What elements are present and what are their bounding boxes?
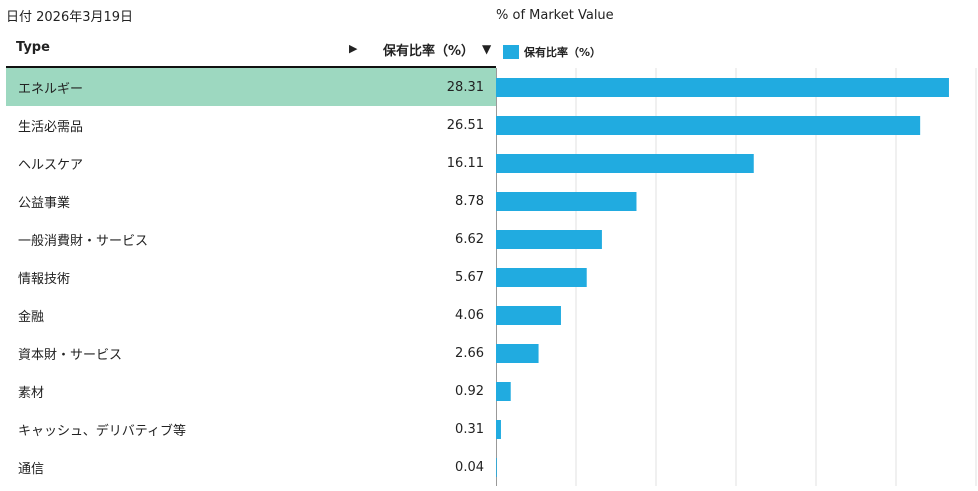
row-label: 素材: [18, 385, 45, 401]
row-value: 0.92: [455, 383, 484, 399]
row-label: キャッシュ、デリバティブ等: [18, 423, 186, 439]
table-row[interactable]: 一般消費財・サービス 6.62: [6, 220, 496, 258]
table-row[interactable]: 通信 0.04: [6, 448, 496, 486]
bar[interactable]: [496, 458, 497, 477]
row-label: 一般消費財・サービス: [18, 233, 149, 249]
row-label: 情報技術: [18, 271, 71, 287]
row-label: 公益事業: [18, 195, 71, 211]
row-value: 6.62: [455, 231, 484, 247]
row-label: エネルギー: [18, 81, 84, 97]
row-label: 通信: [18, 461, 45, 477]
legend-label: 保有比率（%）: [524, 46, 602, 59]
bar[interactable]: [496, 382, 511, 401]
expand-arrow-icon[interactable]: ▶: [349, 42, 358, 55]
row-label: 金融: [18, 309, 45, 325]
row-value: 2.66: [455, 345, 484, 361]
row-label: 生活必需品: [18, 119, 84, 135]
table-row[interactable]: キャッシュ、デリバティブ等 0.31: [6, 410, 496, 448]
row-value: 26.51: [446, 117, 484, 133]
bar[interactable]: [496, 420, 501, 439]
row-value: 5.67: [455, 269, 484, 285]
table-row[interactable]: 情報技術 5.67: [6, 258, 496, 296]
bar[interactable]: [496, 154, 754, 173]
row-label: 資本財・サービス: [18, 347, 123, 363]
row-value: 16.11: [446, 155, 484, 171]
bar[interactable]: [496, 306, 561, 325]
legend: 保有比率（%）: [503, 44, 601, 60]
table-row[interactable]: 素材 0.92: [6, 372, 496, 410]
table-row[interactable]: 資本財・サービス 2.66: [6, 334, 496, 372]
row-value: 0.31: [455, 421, 484, 437]
table-row[interactable]: 生活必需品 26.51: [6, 106, 496, 144]
bar[interactable]: [496, 192, 637, 211]
column-header-type[interactable]: Type: [16, 40, 50, 55]
bar[interactable]: [496, 230, 602, 249]
bar[interactable]: [496, 116, 921, 135]
row-label: ヘルスケア: [18, 157, 84, 173]
table-row[interactable]: 公益事業 8.78: [6, 182, 496, 220]
bar[interactable]: [496, 78, 949, 97]
row-value: 8.78: [455, 193, 484, 209]
row-value: 0.04: [455, 459, 484, 475]
table-row[interactable]: ヘルスケア 16.11: [6, 144, 496, 182]
bar[interactable]: [496, 344, 539, 363]
bar-chart: [496, 68, 977, 486]
table-row[interactable]: エネルギー 28.31: [6, 68, 496, 106]
row-value: 4.06: [455, 307, 484, 323]
bar[interactable]: [496, 268, 587, 287]
table-body: エネルギー 28.31 生活必需品 26.51 ヘルスケア 16.11 公益事業 8.78 一般…: [6, 68, 496, 486]
legend-swatch: [503, 45, 519, 59]
chart-title: % of Market Value: [496, 8, 614, 23]
header-divider: [6, 66, 496, 68]
column-header-value[interactable]: 保有比率（%）: [383, 44, 475, 59]
sort-desc-icon[interactable]: ▼: [482, 42, 492, 56]
row-value: 28.31: [446, 79, 484, 95]
table-row[interactable]: 金融 4.06: [6, 296, 496, 334]
date-label: 日付 2026年3月19日: [6, 10, 134, 25]
